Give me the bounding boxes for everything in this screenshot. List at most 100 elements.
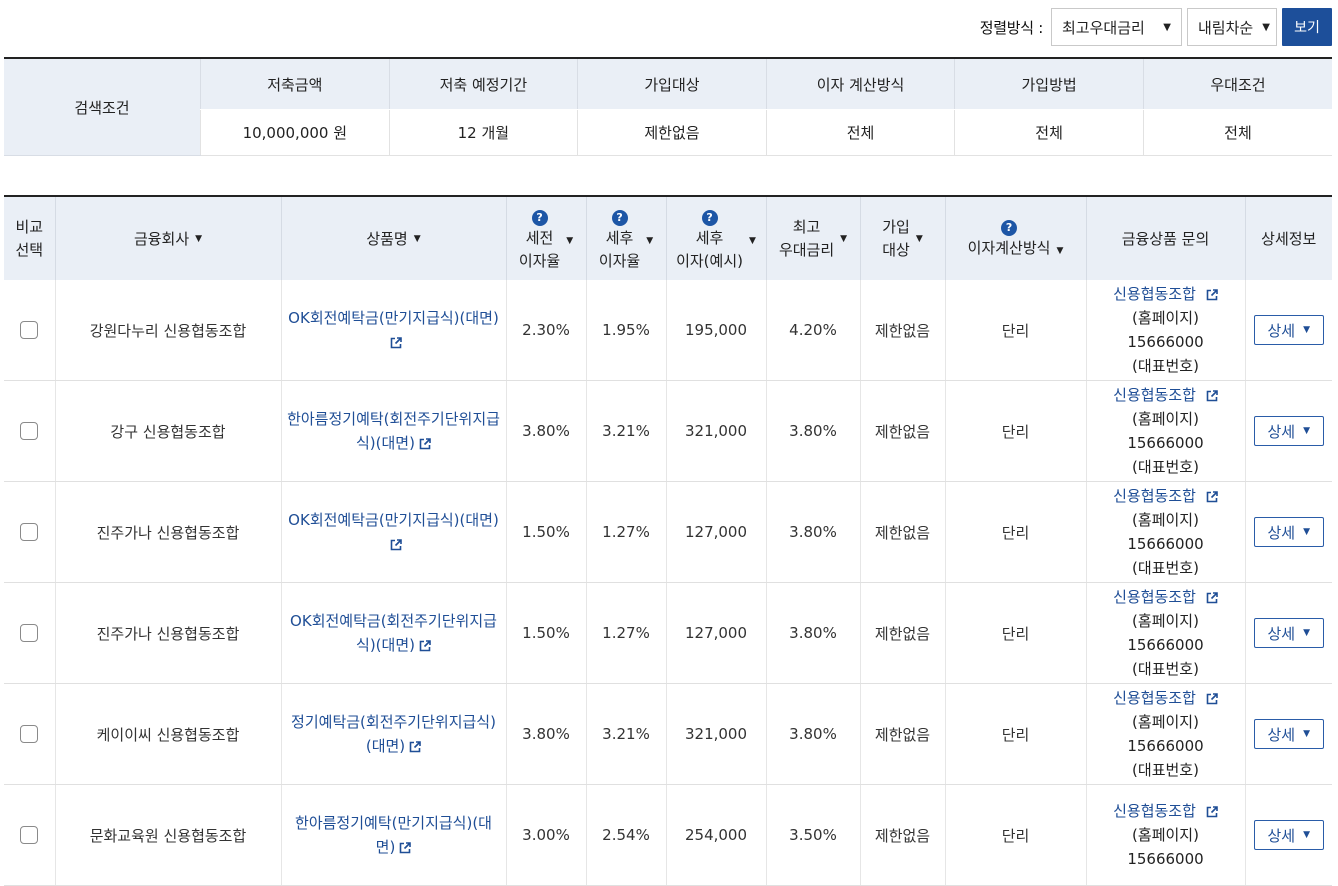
product-link[interactable]: OK회전예탁금(만기지급식)(대면) xyxy=(282,508,506,556)
detail-button[interactable]: 상세 ▼ xyxy=(1253,719,1324,749)
conditions-title: 검색조건 xyxy=(4,58,201,156)
posttax-interest: 195,000 xyxy=(665,280,766,381)
sort-arrow-icon: ▼ xyxy=(566,236,574,246)
compare-checkbox[interactable] xyxy=(20,321,39,340)
condition-header: 우대조건 xyxy=(1142,58,1332,110)
posttax-rate: 3.21% xyxy=(585,683,666,785)
detail-button[interactable]: 상세 ▼ xyxy=(1253,315,1324,345)
external-link-icon xyxy=(390,336,402,348)
compare-cell xyxy=(4,280,55,381)
phone-number: 15666000 xyxy=(1127,636,1204,654)
homepage-link-label: 신용협동조합 xyxy=(1113,487,1196,505)
detail-button[interactable]: 상세 ▼ xyxy=(1253,416,1324,446)
detail-button[interactable]: 상세 ▼ xyxy=(1253,820,1324,850)
help-icon[interactable]: ? xyxy=(701,209,718,226)
sort-order-select[interactable]: 내림차순 ▼ xyxy=(1187,8,1277,46)
compare-cell xyxy=(4,683,55,785)
sort-method-select[interactable]: 최고우대금리 ▼ xyxy=(1051,8,1182,46)
external-link-icon xyxy=(1206,591,1218,603)
sort-method-value: 최고우대금리 xyxy=(1062,18,1145,37)
compare-checkbox[interactable] xyxy=(20,422,39,441)
product-link[interactable]: 한아름정기예탁(회전주기단위지급 식)(대면) xyxy=(283,407,504,455)
product-name-line2: (대면) xyxy=(365,737,406,755)
caret-down-icon: ▼ xyxy=(1163,21,1171,33)
help-icon[interactable]: ? xyxy=(611,209,628,226)
col-company-sort[interactable]: 금융회사 ▼ xyxy=(54,196,281,280)
join-target: 제한없음 xyxy=(859,380,945,482)
detail-button[interactable]: 상세 ▼ xyxy=(1253,618,1324,648)
product-link[interactable]: 한아름정기예탁(만기지급식)(대 면) xyxy=(291,811,496,859)
product-name-line2: 식)(대면) xyxy=(356,636,415,654)
join-target: 제한없음 xyxy=(859,582,945,684)
pretax-rate: 3.80% xyxy=(505,380,586,482)
homepage-link[interactable]: 신용협동조합 xyxy=(1113,588,1218,606)
product-link[interactable]: 정기예탁금(회전주기단위지급식) (대면) xyxy=(287,710,500,758)
product-link[interactable]: OK회전예탁금(회전주기단위지급 식)(대면) xyxy=(286,609,501,657)
homepage-note: (홈페이지) xyxy=(1132,511,1199,529)
pretax-rate: 1.50% xyxy=(505,582,586,684)
calc-method: 단리 xyxy=(944,784,1086,886)
product-name-line2: 면) xyxy=(375,838,396,856)
calc-method: 단리 xyxy=(944,683,1086,785)
posttax-rate: 1.27% xyxy=(585,582,666,684)
compare-checkbox[interactable] xyxy=(20,523,39,542)
homepage-note: (홈페이지) xyxy=(1132,410,1199,428)
detail-button[interactable]: 상세 ▼ xyxy=(1253,517,1324,547)
phone-number: 15666000 xyxy=(1127,434,1204,452)
homepage-link[interactable]: 신용협동조합 xyxy=(1113,802,1218,820)
max-rate: 3.80% xyxy=(765,683,860,785)
phone-number: 15666000 xyxy=(1127,333,1204,351)
homepage-note: (홈페이지) xyxy=(1132,713,1199,731)
external-link-icon xyxy=(419,437,431,449)
posttax-interest: 321,000 xyxy=(665,380,766,482)
col-pretax-sort[interactable]: ? 세전 이자율 ▼ xyxy=(505,196,586,280)
sort-bar: 정렬방식 : 최고우대금리 ▼ 내림차순 ▼ 보기 xyxy=(980,7,1332,47)
compare-checkbox[interactable] xyxy=(20,826,39,845)
join-target: 제한없음 xyxy=(859,683,945,785)
search-conditions-table: 검색조건 저축금액 저축 예정기간 가입대상 이자 계산방식 가입방법 우대조건… xyxy=(4,57,1332,156)
homepage-link-label: 신용협동조합 xyxy=(1113,285,1196,303)
posttax-interest: 127,000 xyxy=(665,481,766,583)
help-icon[interactable]: ? xyxy=(1001,219,1018,236)
col-posttax-sort[interactable]: ? 세후 이자율 ▼ xyxy=(585,196,666,280)
homepage-link[interactable]: 신용협동조합 xyxy=(1113,285,1218,303)
col-pretax-line1: 세전 xyxy=(525,228,554,247)
col-product-sort[interactable]: 상품명 ▼ xyxy=(280,196,506,280)
help-icon[interactable]: ? xyxy=(531,209,548,226)
join-target: 제한없음 xyxy=(859,280,945,381)
view-button[interactable]: 보기 xyxy=(1282,8,1332,46)
posttax-rate: 2.54% xyxy=(585,784,666,886)
detail-cell: 상세 ▼ xyxy=(1244,784,1332,886)
product-link[interactable]: OK회전예탁금(만기지급식)(대면) xyxy=(282,306,506,354)
sort-order-value: 내림차순 xyxy=(1198,18,1254,37)
product-cell: 정기예탁금(회전주기단위지급식) (대면) xyxy=(280,683,506,785)
col-interest-line2: 이자(예시) xyxy=(676,251,743,270)
col-inquiry: 금융상품 문의 xyxy=(1085,196,1245,280)
homepage-link[interactable]: 신용협동조합 xyxy=(1113,689,1218,707)
col-company-label: 금융회사 xyxy=(133,229,190,248)
posttax-interest: 254,000 xyxy=(665,784,766,886)
sort-arrow-icon: ▼ xyxy=(1056,246,1064,257)
compare-checkbox[interactable] xyxy=(20,624,39,643)
calc-method: 단리 xyxy=(944,582,1086,684)
product-name-line1: OK회전예탁금(만기지급식)(대면) xyxy=(288,309,499,327)
col-interest-sort[interactable]: ? 세후 이자(예시) ▼ xyxy=(665,196,766,280)
col-calc-sort[interactable]: ? 이자계산방식 ▼ xyxy=(944,196,1086,280)
inquiry-cell: 신용협동조합 (홈페이지) 15666000 (대표번호) xyxy=(1085,481,1245,583)
col-target-sort[interactable]: 가입 대상 ▼ xyxy=(859,196,945,280)
inquiry-cell: 신용협동조합 (홈페이지) 15666000 xyxy=(1085,784,1245,886)
homepage-link[interactable]: 신용협동조합 xyxy=(1113,386,1218,404)
col-maxrate-sort[interactable]: 최고 우대금리 ▼ xyxy=(765,196,860,280)
condition-value: 12 개월 xyxy=(388,109,578,156)
max-rate: 3.80% xyxy=(765,380,860,482)
pretax-rate: 2.30% xyxy=(505,280,586,381)
detail-button-label: 상세 xyxy=(1267,422,1296,441)
posttax-rate: 1.27% xyxy=(585,481,666,583)
col-detail: 상세정보 xyxy=(1244,196,1332,280)
sort-arrow-icon: ▼ xyxy=(413,233,421,244)
detail-cell: 상세 ▼ xyxy=(1244,481,1332,583)
product-cell: OK회전예탁금(회전주기단위지급 식)(대면) xyxy=(280,582,506,684)
caret-down-icon: ▼ xyxy=(1303,527,1311,537)
compare-checkbox[interactable] xyxy=(20,725,39,744)
homepage-link[interactable]: 신용협동조합 xyxy=(1113,487,1218,505)
